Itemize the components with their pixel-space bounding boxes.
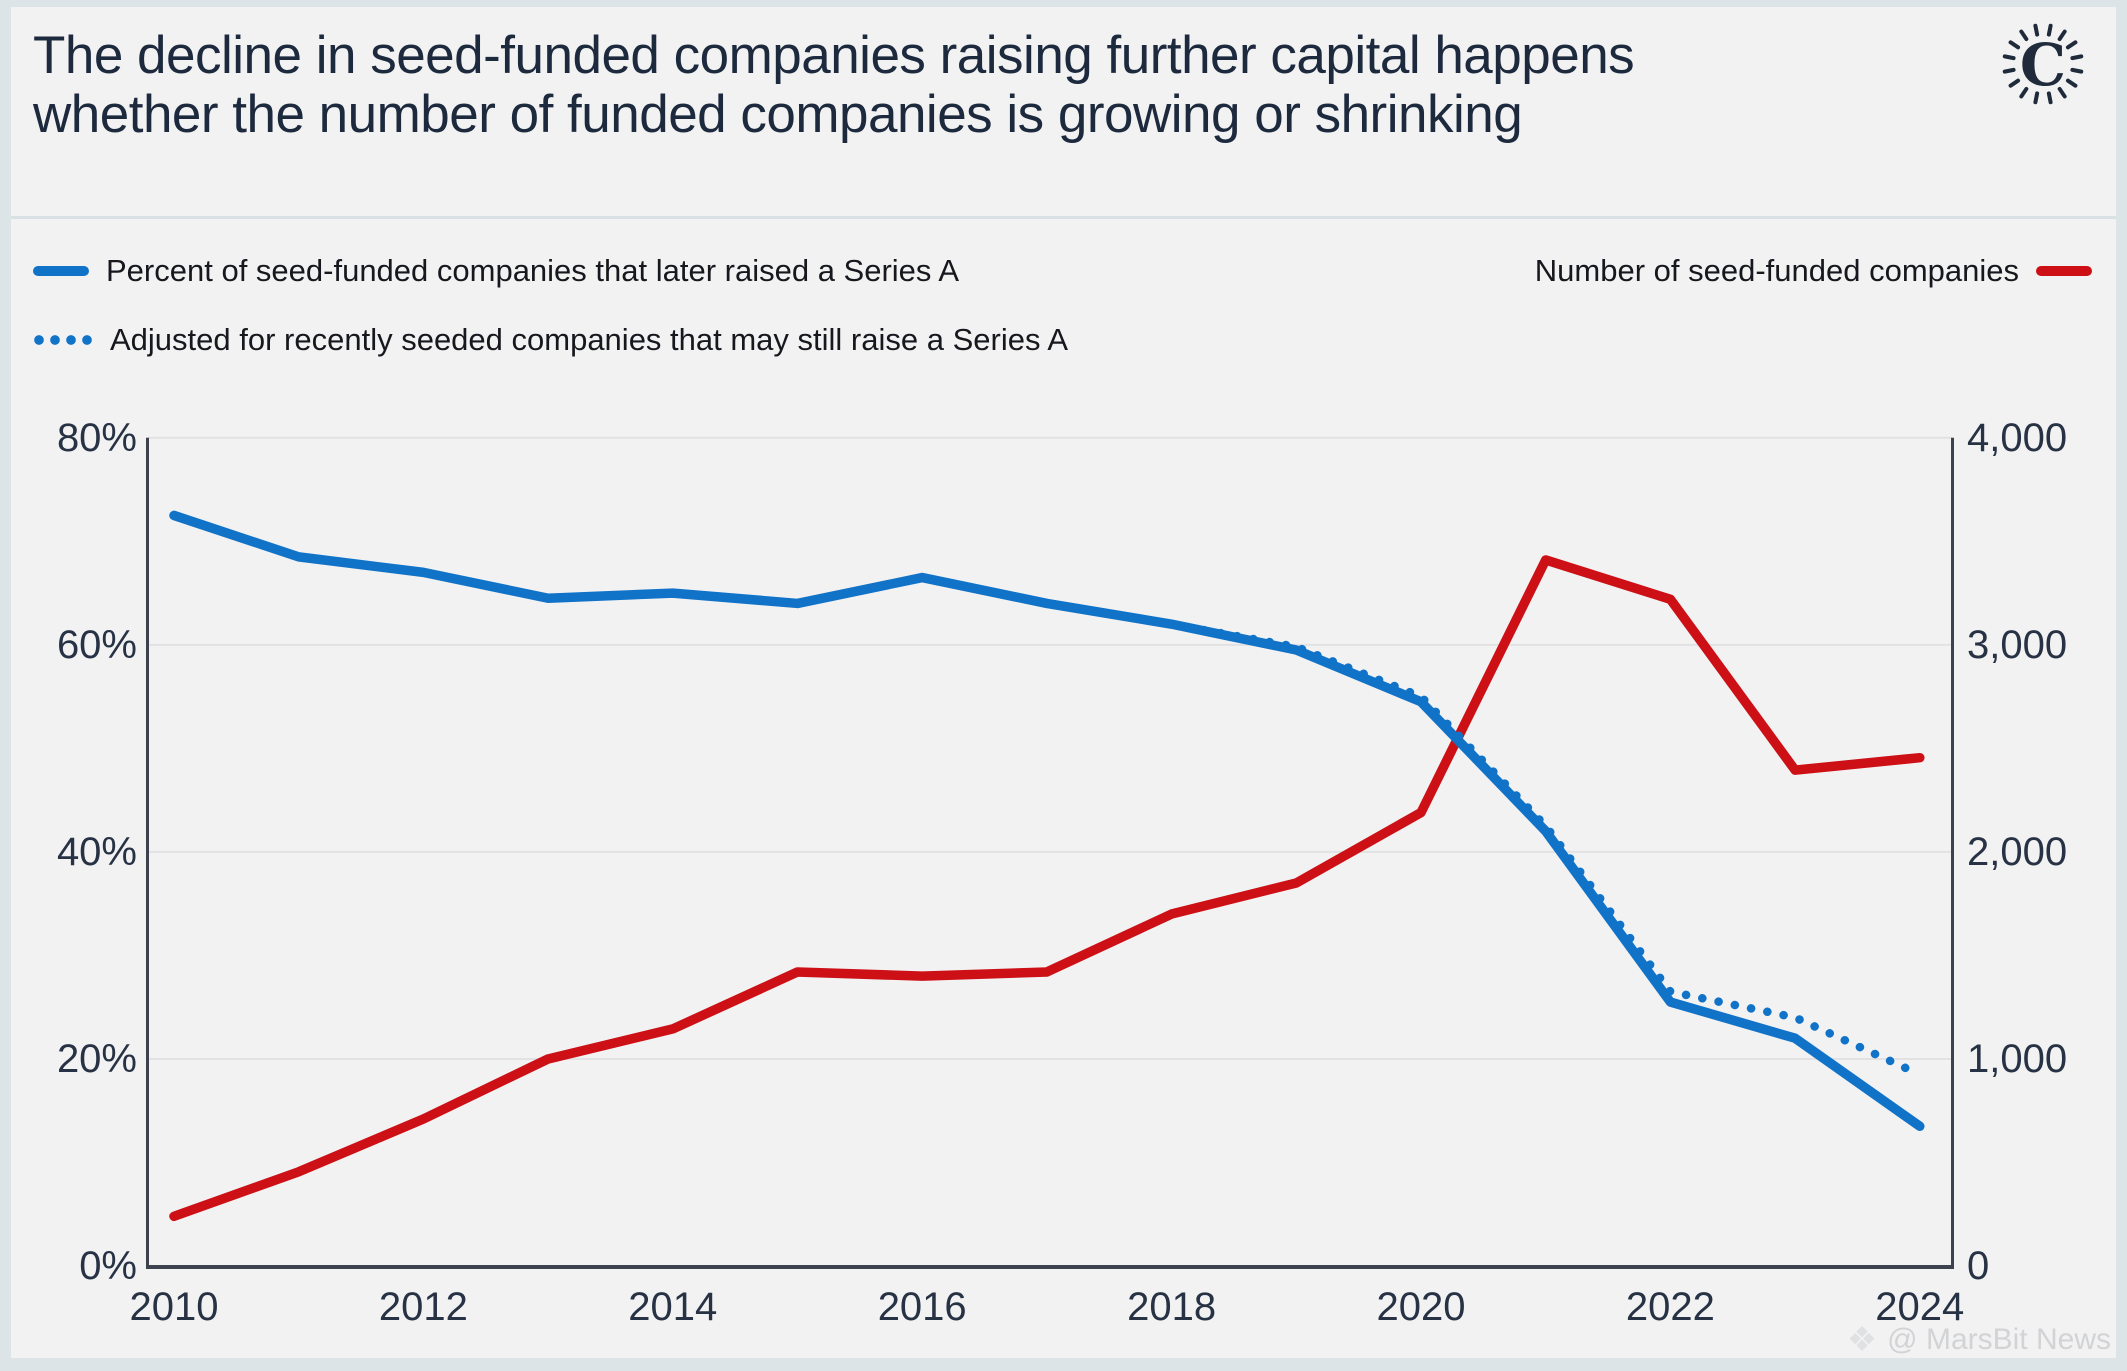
page-title-line-2: whether the number of funded companies i…: [33, 85, 1523, 144]
x-tick-label: 2010: [129, 1285, 219, 1329]
header-divider: [0, 216, 2127, 219]
legend-swatch-solid-red: [2036, 266, 2092, 276]
legend-label-adjusted: Adjusted for recently seeded companies t…: [110, 322, 1069, 357]
legend-label-series-a: Percent of seed-funded companies that la…: [106, 253, 959, 288]
y-left-tick-label: 60%: [56, 622, 137, 667]
y-left-tick-label: 0%: [79, 1244, 137, 1288]
logo-letter: C: [2019, 31, 2067, 99]
x-tick-label: 2022: [1625, 1285, 1715, 1329]
y-left-tick-label: 20%: [56, 1036, 137, 1081]
x-tick-label: 2024: [1875, 1285, 1965, 1329]
watermark-text: @ MarsBit News: [1887, 1323, 2111, 1356]
x-tick-label: 2014: [628, 1285, 718, 1329]
x-tick-label: 2012: [378, 1285, 468, 1329]
page-title-line-1: The decline in seed-funded companies rai…: [33, 26, 1635, 85]
y-right-tick-label: 1,000: [1967, 1036, 2068, 1081]
legend-label-count: Number of seed-funded companies: [1534, 253, 2019, 288]
x-tick-label: 2016: [877, 1285, 967, 1329]
carta-logo: C: [1997, 18, 2089, 110]
logo-rays-icon: [2002, 23, 2084, 105]
x-tick-label: 2020: [1376, 1285, 1466, 1329]
series-line-blue: [169, 510, 1925, 1131]
legend-swatch-dotted-blue: [33, 334, 93, 346]
y-right-tick-label: 2,000: [1967, 829, 2068, 874]
series-line-adjusted: [1167, 619, 1925, 1079]
y-right-tick-label: 4,000: [1967, 415, 2068, 460]
watermark-diamond-icon: ❖: [1846, 1321, 1878, 1359]
watermark: ❖ @ MarsBit News: [1847, 1323, 2111, 1357]
legend-item-series-a: Percent of seed-funded companies that la…: [33, 250, 959, 292]
y-right-tick-label: 0: [1967, 1244, 1990, 1288]
x-tick-label: 2018: [1127, 1285, 1217, 1329]
y-right-tick-label: 3,000: [1967, 622, 2068, 667]
series-line-red: [169, 555, 1925, 1222]
legend-swatch-solid-blue: [33, 266, 89, 276]
legend-item-adjusted: Adjusted for recently seeded companies t…: [33, 319, 1068, 361]
y-left-tick-label: 40%: [56, 829, 137, 874]
y-left-tick-label: 80%: [56, 415, 137, 460]
page-title: The decline in seed-funded companies rai…: [33, 26, 1635, 144]
legend-item-count: Number of seed-funded companies: [1535, 250, 2092, 292]
